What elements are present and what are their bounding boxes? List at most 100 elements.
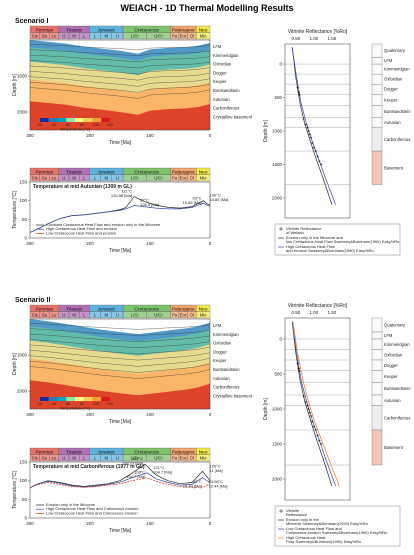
column-unit-name: Quaternary bbox=[384, 323, 406, 328]
colorbar-tick: 80 bbox=[80, 401, 85, 406]
layer-boundary bbox=[29, 76, 211, 87]
x-axis-label: Time [Ma] bbox=[109, 528, 132, 534]
y-tick-label: 0 bbox=[24, 236, 27, 241]
era-sub-label: Lo bbox=[52, 176, 57, 181]
legend-entry: Constant Cretaceous Heat Flow and erosio… bbox=[46, 222, 161, 227]
layer-boundary bbox=[29, 71, 211, 81]
colorbar-tick: 120 bbox=[107, 122, 114, 127]
x-tick-label: 1.00 bbox=[310, 310, 319, 315]
vr-point bbox=[296, 86, 299, 89]
plot-frame bbox=[29, 181, 211, 239]
era-sub-label: Pa bbox=[172, 176, 178, 181]
layer-boundary bbox=[29, 87, 211, 99]
annotation-label: 83°C bbox=[193, 479, 202, 484]
vr-point bbox=[297, 367, 301, 370]
layer-boundary bbox=[29, 60, 211, 69]
era-sub-label: Pa bbox=[172, 34, 178, 39]
column-unit-name: Oxfordian bbox=[384, 77, 403, 82]
layer-name: Crystalline basement bbox=[213, 393, 253, 398]
legend-entry-cont: Miocene Sweeney&Burnham(1990) Easy%Ro bbox=[286, 521, 369, 526]
y-tick-label: 150 bbox=[19, 180, 27, 185]
legend-entry-cont: Cretaceous erosion Sweeney&Burnham(1990)… bbox=[286, 530, 388, 535]
y-tick-label: 1000 bbox=[272, 129, 283, 134]
era-sub-label: Eoc bbox=[180, 313, 187, 318]
era-sub-label: Ol bbox=[190, 313, 194, 318]
era-sub-label: U bbox=[62, 313, 65, 318]
column-unit bbox=[371, 127, 383, 152]
chart-title: Vitrinite Reflectance [%Ro] bbox=[288, 303, 348, 309]
legend-entry-cont: Reflectance bbox=[286, 512, 308, 517]
annotation-label: 125°C bbox=[209, 463, 220, 468]
legend-entry: Vitrinite Reflectance bbox=[286, 226, 322, 231]
x-tick-label: 300 bbox=[26, 521, 34, 526]
column-unit bbox=[371, 150, 383, 185]
era-label: Triassic bbox=[66, 27, 83, 33]
colorbar-cell bbox=[66, 118, 75, 122]
column-unit bbox=[371, 370, 383, 383]
vr-point bbox=[302, 395, 306, 398]
era-label: Permian bbox=[35, 449, 53, 455]
column-unit bbox=[371, 429, 383, 466]
vr-point bbox=[298, 369, 301, 373]
era-sub-label: Mio bbox=[200, 313, 207, 318]
column-unit bbox=[371, 43, 383, 58]
y-axis-label: Depth [m] bbox=[263, 120, 269, 142]
x-axis-label: Time [Ma] bbox=[109, 140, 132, 146]
vr-point bbox=[296, 362, 299, 365]
column-unit bbox=[371, 349, 383, 361]
era-sub-label: Mio bbox=[200, 176, 207, 181]
era-sub-label: M bbox=[72, 313, 76, 318]
temperature-band bbox=[30, 380, 210, 409]
annotation-time: 104.7 [Ma] bbox=[153, 469, 172, 474]
column-unit bbox=[371, 63, 383, 75]
era-label: Neo bbox=[199, 27, 208, 33]
legend-entry: High Cretaceous Heat bbox=[286, 535, 326, 540]
layer-boundary bbox=[29, 350, 211, 361]
era-label: Triassic bbox=[66, 449, 83, 455]
vr-point bbox=[318, 439, 321, 442]
column-unit bbox=[371, 359, 383, 371]
era-sub-label: U/Cr bbox=[154, 313, 163, 318]
era-sub-label: M bbox=[72, 176, 76, 181]
x-tick-label: 200 bbox=[86, 521, 94, 526]
x-tick-label: 0 bbox=[209, 133, 212, 138]
era-sub-label: Gu bbox=[42, 176, 48, 181]
colorbar-tick: 40 bbox=[52, 122, 57, 127]
layer-boundary bbox=[29, 323, 211, 330]
colorbar-tick: 100 bbox=[93, 401, 100, 406]
vr-point bbox=[310, 420, 314, 423]
y-axis-label: Depth [m] bbox=[12, 74, 18, 96]
layer-name: Carboniferous bbox=[213, 385, 239, 390]
era-label: Triassic bbox=[66, 169, 83, 175]
era-sub-label: Pa bbox=[172, 456, 178, 461]
x-tick-label: 300 bbox=[26, 133, 34, 138]
vr-point bbox=[319, 442, 323, 446]
layer-boundary bbox=[29, 328, 211, 336]
y-tick-label: 500 bbox=[274, 95, 282, 100]
layer-name: Dogger bbox=[213, 70, 227, 75]
era-sub-label: U/Cr bbox=[154, 34, 163, 39]
legend-entry-cont: and erosion Sweeney&Burnham(1990) Easy%R… bbox=[286, 248, 374, 253]
layer-boundary bbox=[29, 54, 211, 63]
vr-point bbox=[316, 155, 319, 158]
colorbar-tick: 60 bbox=[66, 401, 71, 406]
era-sub-label: U bbox=[62, 176, 65, 181]
era-label: Jurassic bbox=[97, 306, 115, 312]
y-axis-label: Depth [m] bbox=[263, 398, 269, 420]
era-sub-label: Ol bbox=[190, 456, 194, 461]
vr-point bbox=[314, 428, 317, 432]
annotation-label: 83.08°C bbox=[209, 479, 224, 484]
vr-point bbox=[306, 126, 309, 129]
vr-point bbox=[298, 93, 301, 97]
era-label: Triassic bbox=[66, 306, 83, 312]
annotation-time: 108.23 [Ma] bbox=[122, 461, 143, 466]
x-tick-label: 300 bbox=[26, 241, 34, 246]
annotation-time: 126.5 [Ma] bbox=[140, 202, 159, 207]
y-tick-label: 100 bbox=[19, 478, 27, 483]
era-sub-label: U bbox=[116, 456, 119, 461]
legend-entry: Erosion only in the Miocene bbox=[46, 502, 96, 507]
era-sub-label: M bbox=[104, 456, 108, 461]
annotation-time: 11 [Ma] bbox=[209, 468, 222, 473]
